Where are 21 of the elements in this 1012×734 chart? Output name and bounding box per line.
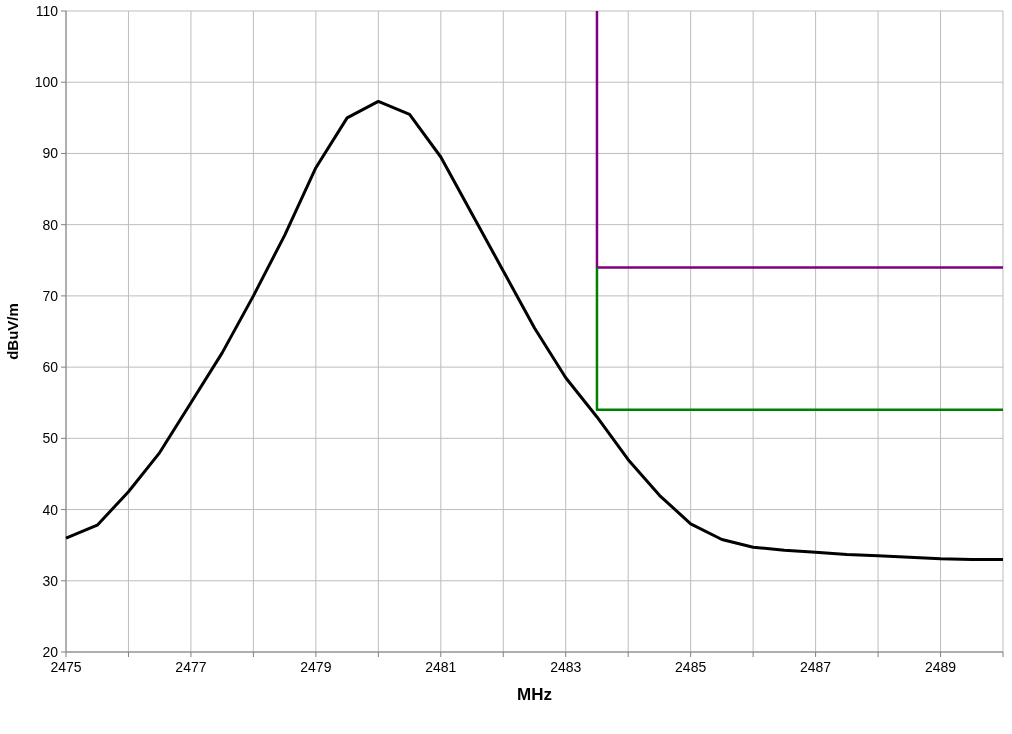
y-tick-label: 80 [42, 216, 59, 233]
y-tick-label: 60 [42, 359, 59, 376]
y-tick-label: 110 [35, 3, 59, 19]
y-tick-label: 30 [42, 572, 59, 589]
y-tick-label: 90 [42, 145, 59, 162]
y-tick-label: 40 [42, 501, 59, 518]
x-tick-label: 2479 [300, 659, 332, 675]
x-tick-label: 2477 [175, 659, 207, 675]
x-axis-title: MHz [517, 685, 552, 704]
x-tick-label: 2475 [50, 659, 82, 675]
x-tick-label: 2487 [800, 659, 832, 675]
y-tick-label: 20 [42, 644, 59, 660]
x-tick-label: 2483 [550, 659, 582, 675]
y-tick-label: 70 [42, 287, 59, 304]
y-axis-title: dBuV/m [4, 303, 21, 360]
x-tick-label: 2485 [675, 659, 707, 675]
x-tick-label: 2481 [425, 659, 457, 675]
x-tick-label: 2489 [924, 659, 957, 675]
line-series [64, 99, 1004, 561]
y-tick-label: 50 [42, 430, 59, 447]
y-tick-label: 100 [34, 74, 59, 91]
